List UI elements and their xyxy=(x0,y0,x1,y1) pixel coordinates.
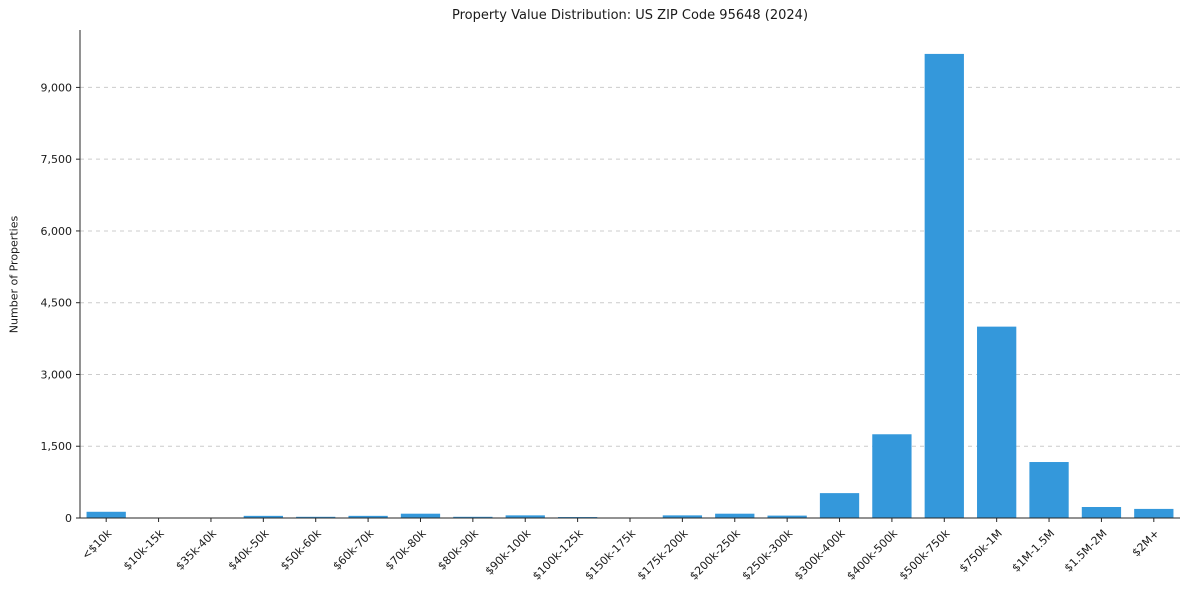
x-tick-label: $10k-15k xyxy=(121,526,167,572)
x-tick-label: $80k-90k xyxy=(435,526,481,572)
bar xyxy=(296,516,336,518)
bar xyxy=(505,515,545,518)
x-tick-label: $175k-200k xyxy=(635,526,691,582)
x-tick-label: $60k-70k xyxy=(330,526,376,572)
bar xyxy=(819,493,860,518)
x-tick-label: $300k-400k xyxy=(792,526,848,582)
x-tick-label: $1M-1.5M xyxy=(1009,527,1057,575)
x-tick-label: $750k-1M xyxy=(957,527,1005,575)
x-tick-label: $70k-80k xyxy=(383,526,429,572)
bar xyxy=(715,513,755,518)
bar xyxy=(1134,508,1174,518)
bar xyxy=(400,513,441,518)
x-tick-label: $90k-100k xyxy=(483,526,534,577)
bar xyxy=(1081,507,1122,518)
chart-title: Property Value Distribution: US ZIP Code… xyxy=(451,8,809,23)
bar xyxy=(1029,462,1069,518)
bar xyxy=(453,516,493,518)
bar xyxy=(924,53,964,519)
y-tick-label: 7,500 xyxy=(41,153,73,166)
y-tick-label: 1,500 xyxy=(41,440,73,453)
y-tick-label: 4,500 xyxy=(41,297,73,310)
y-axis-label: Number of Properties xyxy=(7,215,21,334)
bar xyxy=(872,434,912,518)
bar xyxy=(662,515,703,518)
y-tick-label: 0 xyxy=(65,512,72,525)
bar xyxy=(86,511,126,518)
x-tick-label: $2M+ xyxy=(1130,527,1162,559)
x-tick-label: $40k-50k xyxy=(226,526,272,572)
x-tick-label: $100k-125k xyxy=(530,526,586,582)
x-tick-label: $50k-60k xyxy=(278,526,324,572)
bar xyxy=(767,515,807,518)
x-tick-label: $150k-175k xyxy=(582,526,638,582)
y-tick-label: 3,000 xyxy=(41,368,73,381)
bar xyxy=(243,515,283,518)
bar xyxy=(348,515,388,518)
x-tick-label: $200k-250k xyxy=(687,526,743,582)
x-tick-label: $250k-300k xyxy=(740,526,796,582)
x-tick-label: $500k-750k xyxy=(897,526,953,582)
y-tick-label: 6,000 xyxy=(41,225,73,238)
x-tick-label: $400k-500k xyxy=(844,526,900,582)
y-tick-label: 9,000 xyxy=(41,81,73,94)
bar xyxy=(977,326,1017,518)
x-tick-label: <$10k xyxy=(79,526,115,562)
x-tick-label: $1.5M-2M xyxy=(1062,527,1110,575)
x-tick-label: $35k-40k xyxy=(173,526,219,572)
